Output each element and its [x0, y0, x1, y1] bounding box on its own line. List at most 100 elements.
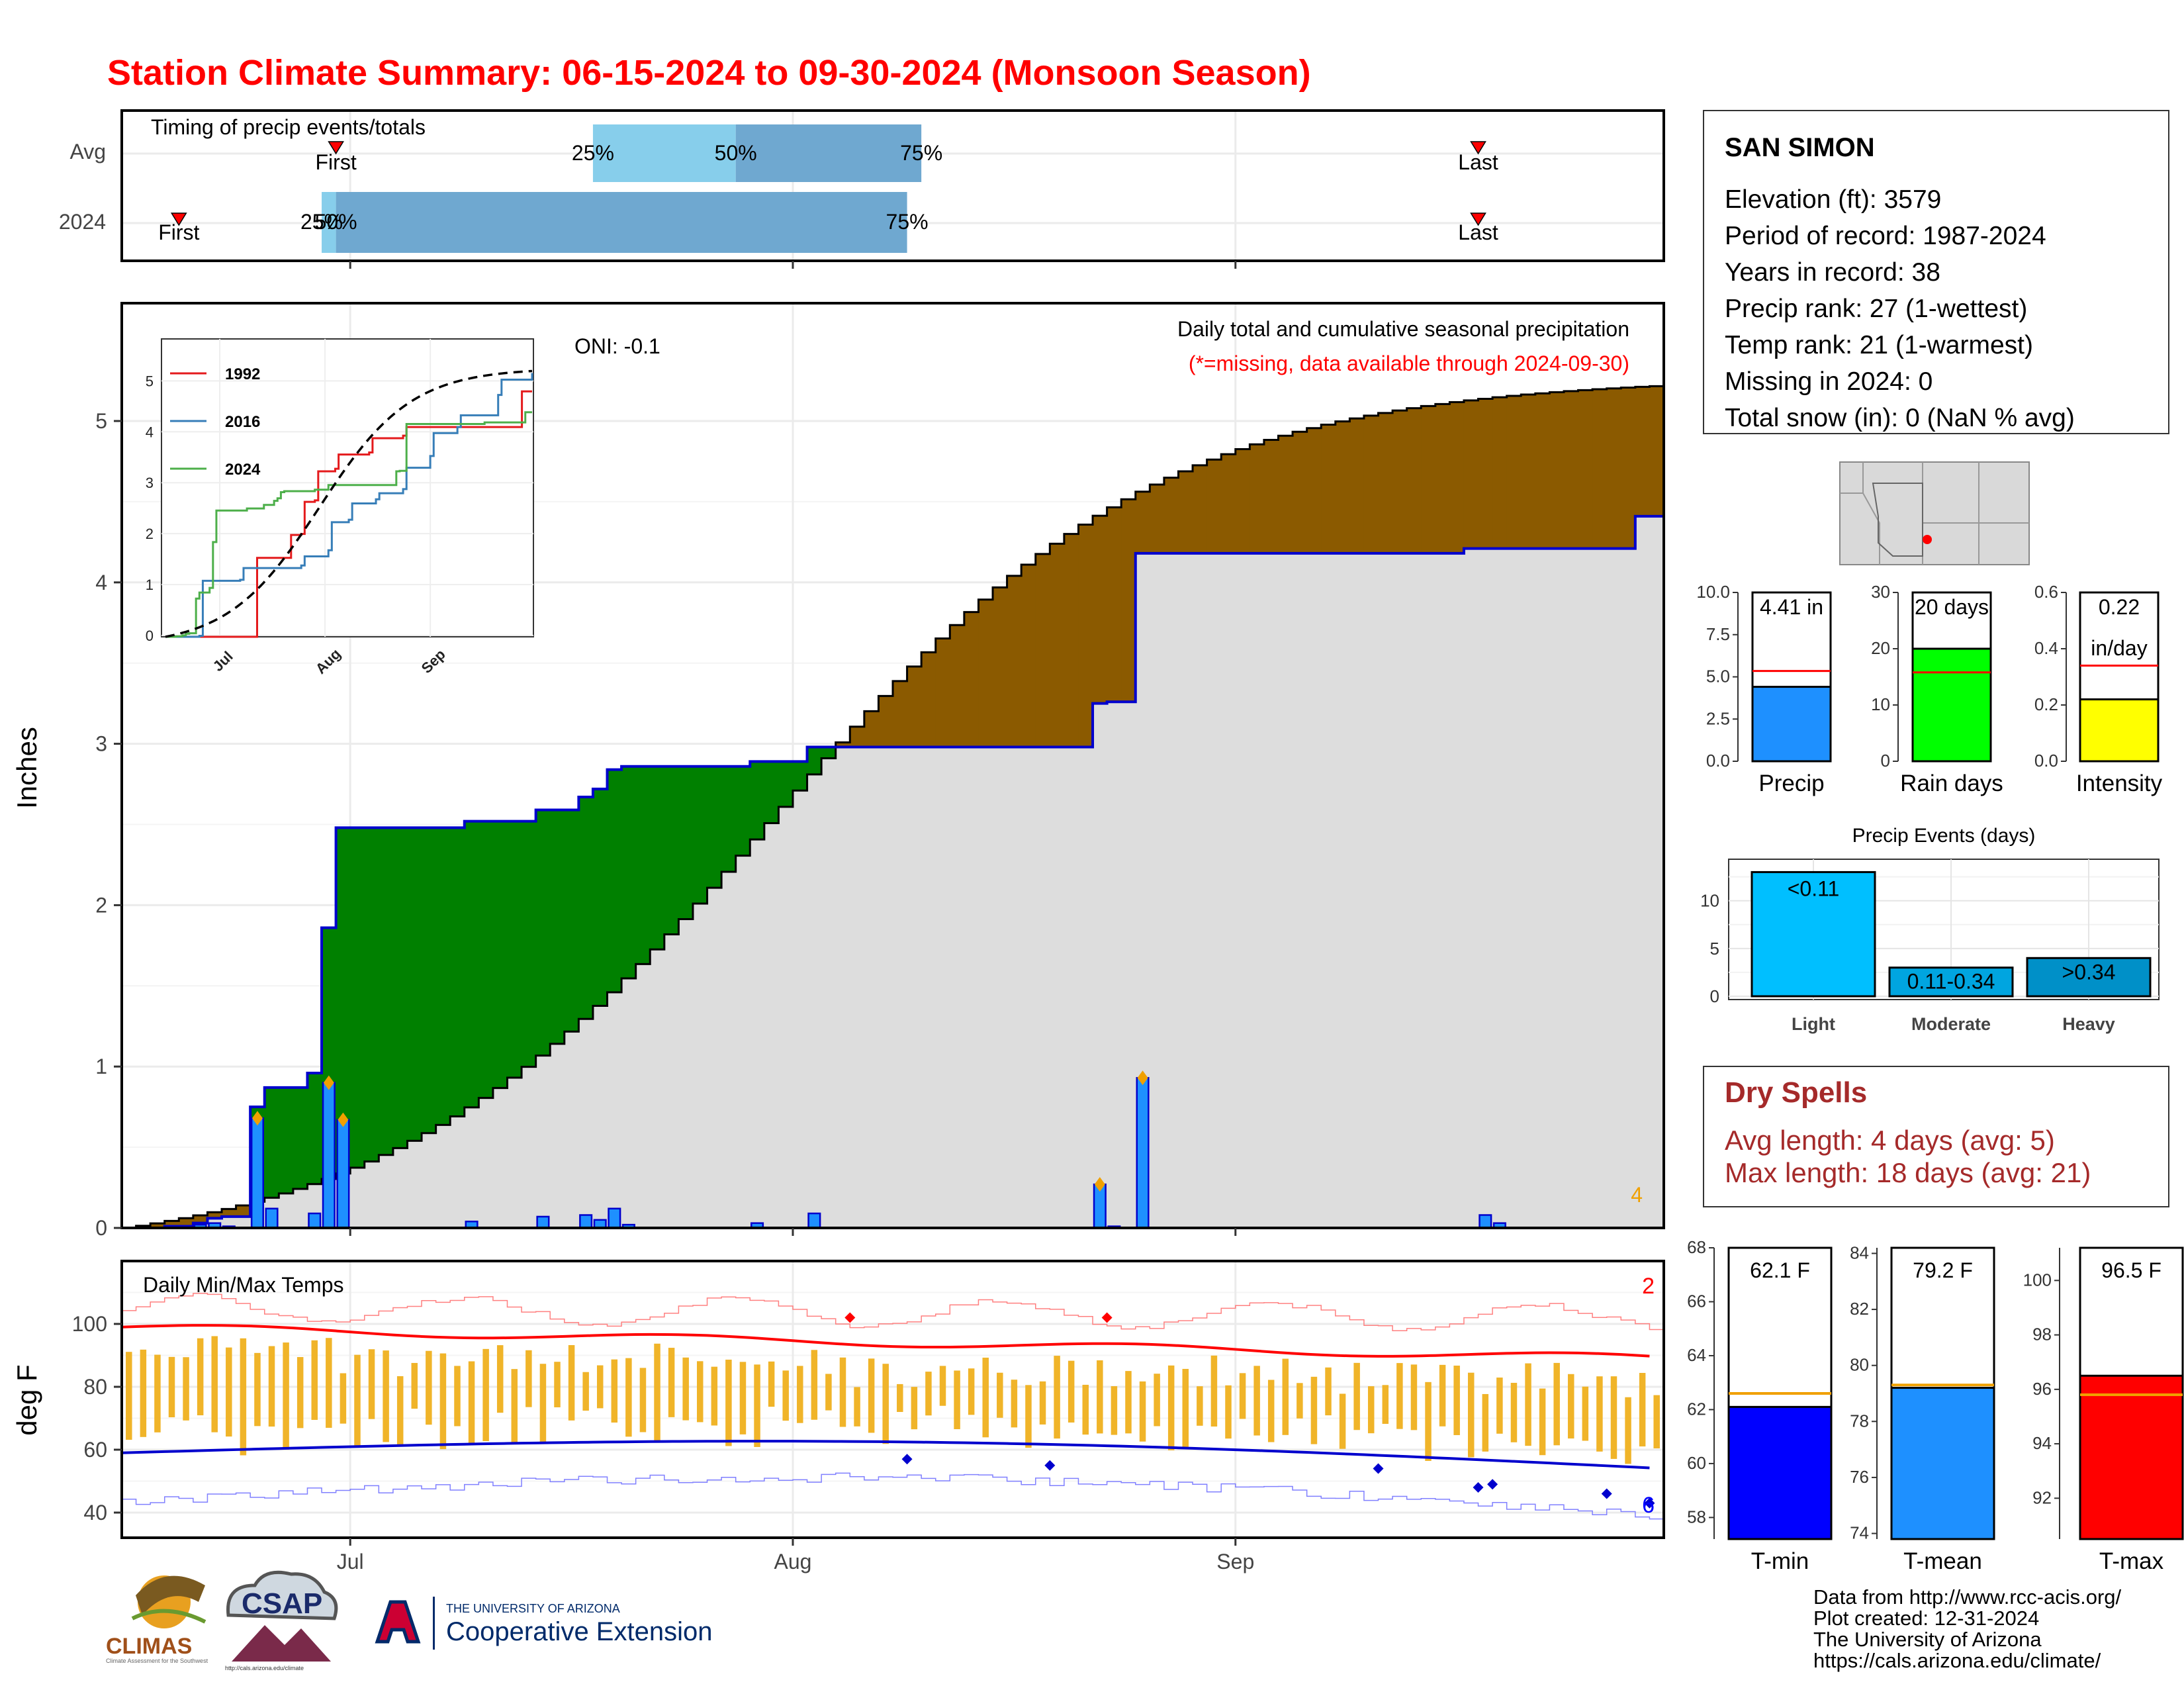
precip-above-avg-area	[507, 821, 522, 1078]
precip-above-avg-area	[264, 1087, 279, 1198]
avg-min-line	[121, 1440, 1650, 1470]
events-category-label: Light	[1792, 1014, 1835, 1034]
daily-precip-bar	[322, 1082, 336, 1229]
mini-bar-tick-label: 30	[1871, 582, 1890, 602]
precip-below-avg-area	[1635, 387, 1651, 516]
precip-below-avg-area	[1378, 412, 1393, 553]
timing-first-label: First	[316, 150, 357, 174]
temp-summary-tick-label: 80	[1850, 1355, 1869, 1375]
precip-below-avg-area	[835, 742, 850, 747]
csap-mountains	[232, 1625, 331, 1662]
record-max-line	[122, 1293, 1664, 1332]
precip-below-avg-area	[1064, 534, 1079, 747]
precip-below-avg-area	[164, 1221, 179, 1227]
daily-temp-range-bar	[1068, 1360, 1075, 1423]
daily-temp-range-bar	[654, 1343, 660, 1443]
precip-below-avg-area	[1349, 418, 1365, 553]
daily-temp-range-bar	[183, 1357, 189, 1421]
daily-temp-range-bar	[1225, 1385, 1232, 1439]
precip-frame	[120, 302, 1665, 1229]
daily-temp-range-bar	[454, 1366, 461, 1427]
map-frame	[1839, 461, 2030, 565]
dry-title: Dry Spells	[1725, 1076, 1867, 1109]
precip-below-avg-area	[1163, 477, 1179, 553]
events-bar	[1888, 966, 2014, 998]
mini-bar-value-label: 20 days	[1915, 595, 1989, 619]
precip-above-avg-area	[435, 827, 451, 1125]
daily-temp-range-bar	[797, 1366, 803, 1423]
daily-temp-range-bar	[711, 1366, 718, 1426]
timing-p75-label: 75%	[900, 141, 942, 165]
events-category-label: Heavy	[2062, 1014, 2115, 1034]
precip-above-avg-area	[578, 797, 594, 1019]
daily-temp-range-bar	[925, 1372, 932, 1416]
precip-below-avg-area	[1293, 432, 1308, 553]
temp-count-top: 2	[1642, 1274, 1655, 1299]
daily-temp-range-bar	[1382, 1385, 1389, 1424]
daily-temp-range-bar	[1439, 1364, 1446, 1427]
daily-temp-range-bar	[1154, 1374, 1160, 1427]
daily-temp-range-bar	[668, 1348, 675, 1417]
mini-bar-label: Rain days	[1900, 771, 2003, 796]
daily-temp-range-bar	[254, 1352, 261, 1427]
mini-bar-label: Intensity	[2076, 771, 2163, 796]
daily-temp-range-bar	[168, 1356, 175, 1418]
daily-precip-bar	[1479, 1214, 1492, 1229]
precip-above-avg-area	[635, 766, 651, 964]
precip-below-avg-area	[1649, 386, 1664, 516]
daily-temp-range-bar	[226, 1347, 232, 1437]
daily-temp-range-bar	[582, 1372, 589, 1411]
cumulative-2024-line	[122, 514, 1664, 1229]
dry-max: Max length: 18 days (avg: 21)	[1725, 1157, 2091, 1188]
inset-legend-label: 2016	[225, 413, 260, 431]
precip-above-avg-area	[307, 1072, 322, 1184]
daily-temp-range-bar	[1297, 1383, 1303, 1419]
daily-precip-bar	[608, 1207, 621, 1229]
temp-summary-tick-label: 64	[1687, 1345, 1706, 1365]
temp-summary-label: T-max	[2099, 1548, 2164, 1574]
station-location-dot	[1923, 535, 1932, 544]
daily-temp-range-bar	[340, 1373, 347, 1424]
record-low-marker	[901, 1454, 913, 1465]
daily-temp-range-bar	[1025, 1385, 1032, 1448]
precip-above-avg-area	[678, 766, 694, 919]
events-bar	[2026, 957, 2152, 998]
precip-below-avg-area	[1050, 543, 1065, 747]
record-low-marker	[1487, 1479, 1498, 1490]
mini-bar-tick-label: 10	[1871, 694, 1890, 714]
timing-bar-25-50	[592, 124, 736, 182]
daily-temp-range-bar	[897, 1383, 903, 1412]
mini-bar-value-label: 4.41 in	[1760, 595, 1823, 619]
daily-temp-range-bar	[383, 1350, 389, 1442]
daily-temp-range-bar	[1082, 1384, 1089, 1435]
precip-below-avg-area	[1178, 471, 1193, 553]
precip-below-avg-area	[1306, 428, 1322, 553]
temp-summary-tick-label: 58	[1687, 1507, 1706, 1526]
daily-temp-range-bar	[1496, 1378, 1503, 1434]
temp-x-tick-label: Sep	[1216, 1550, 1254, 1573]
temp-label: Daily Min/Max Temps	[143, 1273, 343, 1297]
station-snow: Total snow (in): 0 (NaN % avg)	[1725, 404, 2075, 432]
oni-label: ONI: -0.1	[574, 334, 660, 358]
daily-precip-bar	[336, 1119, 350, 1229]
precip-below-avg-area	[1363, 415, 1379, 553]
daily-temp-range-bar	[1553, 1362, 1560, 1446]
station-precip-rank: Precip rank: 27 (1-wettest)	[1725, 295, 2027, 323]
footer-credits: Data from http://www.rcc-acis.org/ Plot …	[1813, 1585, 2122, 1672]
precip-below-avg-area	[1435, 404, 1450, 553]
mini-bar-tick-label: 0.6	[2034, 582, 2058, 602]
daily-temp-range-bar	[782, 1370, 789, 1421]
precip-below-avg-area	[964, 612, 979, 747]
dry-avg: Avg length: 4 days (avg: 5)	[1725, 1125, 2055, 1156]
precip-above-avg-area	[279, 1087, 294, 1194]
daily-temp-range-bar	[825, 1374, 832, 1411]
climas-logo-ground	[131, 1609, 206, 1624]
daily-temp-range-bar	[697, 1361, 704, 1423]
daily-temp-range-bar	[511, 1369, 518, 1444]
precip-below-avg-area	[179, 1218, 194, 1227]
station-name: SAN SIMON	[1725, 133, 1875, 162]
temp-summary-tick-label: 78	[1850, 1411, 1869, 1430]
precip-below-avg-area	[1578, 390, 1593, 549]
precip-below-avg-area	[1093, 516, 1108, 704]
